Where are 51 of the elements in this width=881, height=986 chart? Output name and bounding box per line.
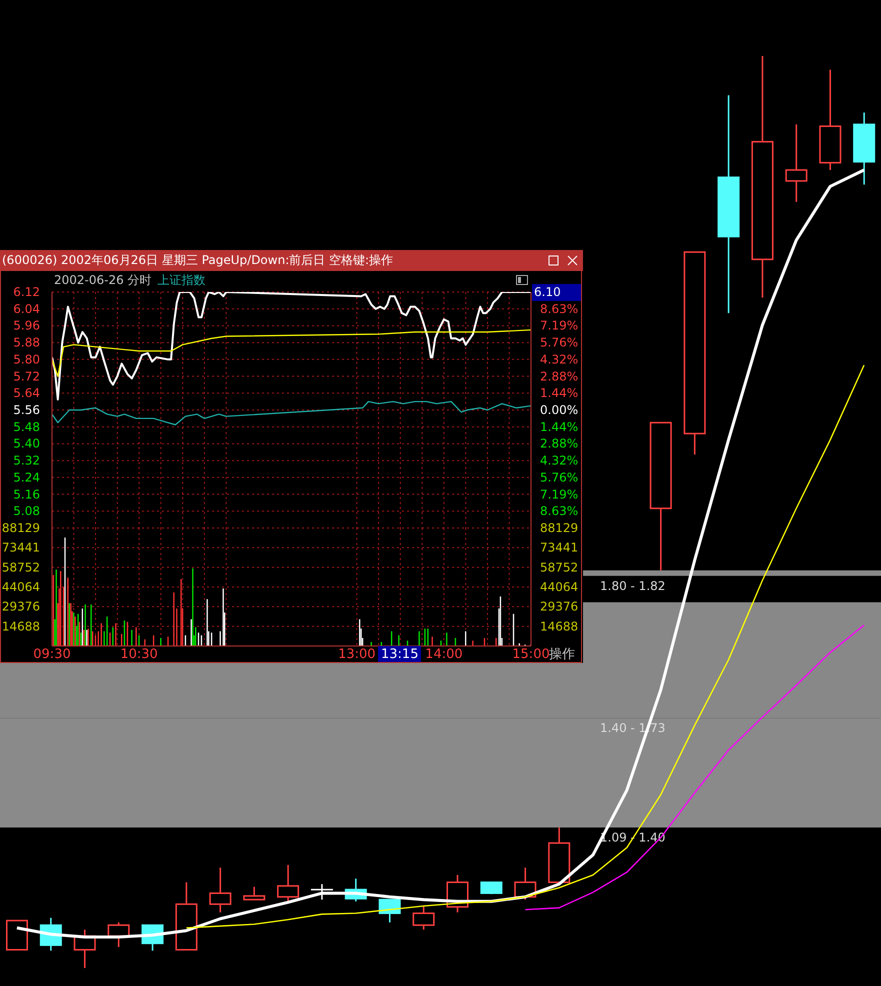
text: 上证指数 xyxy=(158,273,206,287)
y2-tick-label: 1.44% xyxy=(540,386,578,400)
x-tick-label: 09:30 xyxy=(33,647,71,662)
y-tick-label: 5.80 xyxy=(13,352,40,366)
y-tick-label: 88129 xyxy=(2,521,40,535)
band-label: 1.80 - 1.82 xyxy=(600,578,666,593)
x-tick-label: 10:30 xyxy=(120,647,158,662)
y-tick-label: 5.32 xyxy=(13,454,40,468)
y-tick-label: 5.56 xyxy=(13,403,40,417)
y-tick-label: 5.64 xyxy=(13,386,40,400)
y-tick-label: 5.08 xyxy=(13,504,40,518)
y2-tick-label: 8.63% xyxy=(540,504,578,518)
y2-tick-label: 0.00% xyxy=(540,403,578,417)
x-tick-label: 13:00 xyxy=(338,647,376,662)
y-tick-label: 5.16 xyxy=(13,487,40,502)
y2-tick-label: 44064 xyxy=(540,580,578,594)
y2-tick-label: 5.76% xyxy=(540,336,578,350)
y-tick-label: 5.24 xyxy=(13,470,40,484)
y-tick-label: 29376 xyxy=(2,600,40,614)
y-tick-label: 6.04 xyxy=(13,302,40,316)
y2-tick-label: 7.19% xyxy=(540,318,578,333)
y2-tick-label: 58752 xyxy=(540,560,578,574)
y2-tick-label: 2.88% xyxy=(540,436,578,451)
y2-tick-label: 2.88% xyxy=(540,369,578,384)
chart-subtitle: 2002-06-26 分时 xyxy=(54,273,152,287)
y-tick-label: 5.88 xyxy=(13,336,40,350)
y-tick-label: 5.48 xyxy=(13,420,40,434)
annotation: 操作 xyxy=(549,646,576,663)
y-tick-label: 5.40 xyxy=(13,436,40,451)
y2-tick-label: 29376 xyxy=(540,600,578,614)
y2-tick-label: 4.32% xyxy=(540,454,578,468)
x-tick-label: 14:00 xyxy=(425,647,463,662)
x-tick-label: 15:00 xyxy=(512,647,550,662)
y-tick-label: 5.96 xyxy=(13,318,40,333)
y-tick-label: 58752 xyxy=(2,560,40,574)
y-tick-label: 73441 xyxy=(2,540,40,555)
y2-tick-label: 1.44% xyxy=(540,420,578,434)
chart-title: (600026) 2002年06月26日 星期三 PageUp/Down:前后日 空格键:操作 xyxy=(2,253,394,267)
y2-tick-label: 4.32% xyxy=(540,352,578,366)
y-tick-label: 14688 xyxy=(2,619,40,634)
y2-tick-label: 5.76% xyxy=(540,470,578,484)
y2-tick-label: 7.19% xyxy=(540,487,578,502)
y2-tick-label: 73441 xyxy=(540,540,578,555)
y2-tick-label: 14688 xyxy=(540,619,578,634)
y-tick-label: 6.12 xyxy=(13,285,40,299)
y2-tick-label: 8.63% xyxy=(540,302,578,316)
y2-tick-label: 88129 xyxy=(540,521,578,535)
annotation: 13:15 xyxy=(378,646,422,663)
y-tick-label: 44064 xyxy=(2,580,40,594)
y-tick-label: 5.72 xyxy=(13,369,40,384)
annotation: 6.10 xyxy=(532,284,582,301)
